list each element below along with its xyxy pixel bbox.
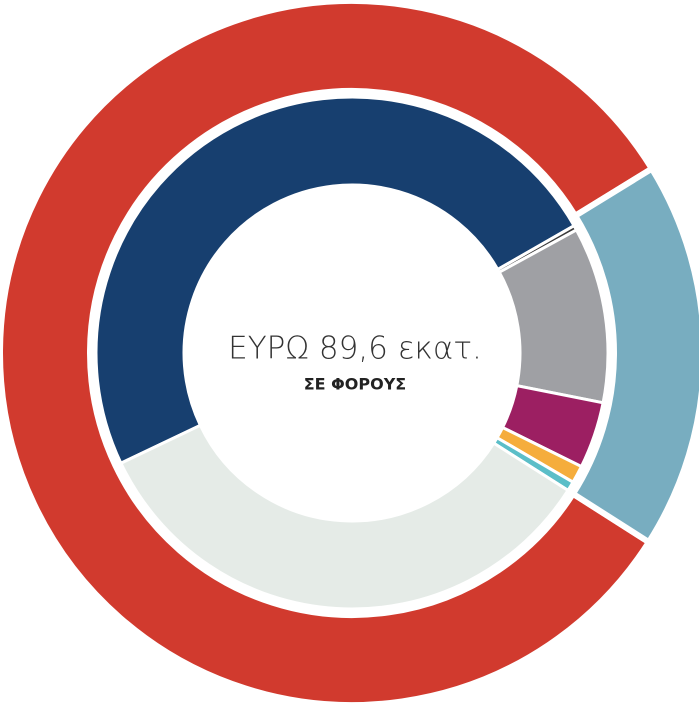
donut-segment: [0, 0, 657, 704]
chart-subtitle: ΣΕ ΦΟΡΟΥΣ: [304, 375, 406, 394]
donut-segment: [94, 95, 577, 466]
donut-segment: [568, 164, 699, 547]
donut-segment: [118, 423, 571, 611]
chart-title: ΕΥΡΩ 89,6 εκατ.: [228, 331, 482, 367]
